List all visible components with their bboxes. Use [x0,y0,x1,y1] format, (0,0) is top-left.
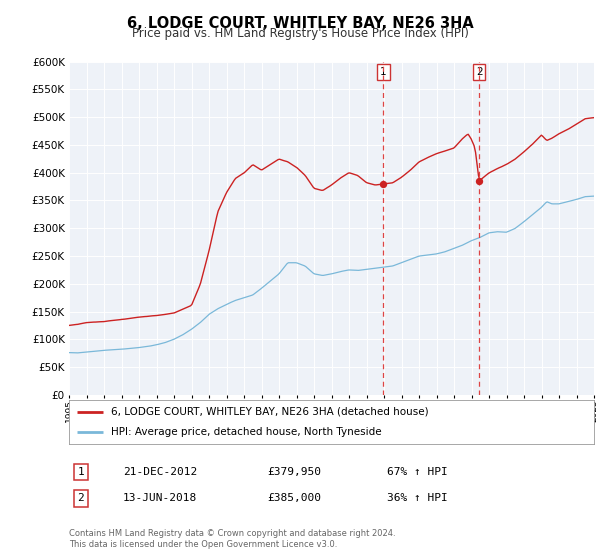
Text: 2: 2 [77,493,85,503]
Text: £379,950: £379,950 [267,467,321,477]
Text: 1: 1 [380,67,387,77]
Text: 67% ↑ HPI: 67% ↑ HPI [387,467,448,477]
Text: HPI: Average price, detached house, North Tyneside: HPI: Average price, detached house, Nort… [111,427,382,437]
Text: 2: 2 [476,67,482,77]
Text: Contains HM Land Registry data © Crown copyright and database right 2024.: Contains HM Land Registry data © Crown c… [69,529,395,538]
Text: 21-DEC-2012: 21-DEC-2012 [123,467,197,477]
Text: £385,000: £385,000 [267,493,321,503]
Text: Price paid vs. HM Land Registry's House Price Index (HPI): Price paid vs. HM Land Registry's House … [131,27,469,40]
Point [475,176,484,185]
Text: 6, LODGE COURT, WHITLEY BAY, NE26 3HA: 6, LODGE COURT, WHITLEY BAY, NE26 3HA [127,16,473,31]
Text: 1: 1 [77,467,85,477]
Text: 36% ↑ HPI: 36% ↑ HPI [387,493,448,503]
Text: 13-JUN-2018: 13-JUN-2018 [123,493,197,503]
Text: 6, LODGE COURT, WHITLEY BAY, NE26 3HA (detached house): 6, LODGE COURT, WHITLEY BAY, NE26 3HA (d… [111,407,428,417]
Text: This data is licensed under the Open Government Licence v3.0.: This data is licensed under the Open Gov… [69,540,337,549]
Point [379,179,388,188]
